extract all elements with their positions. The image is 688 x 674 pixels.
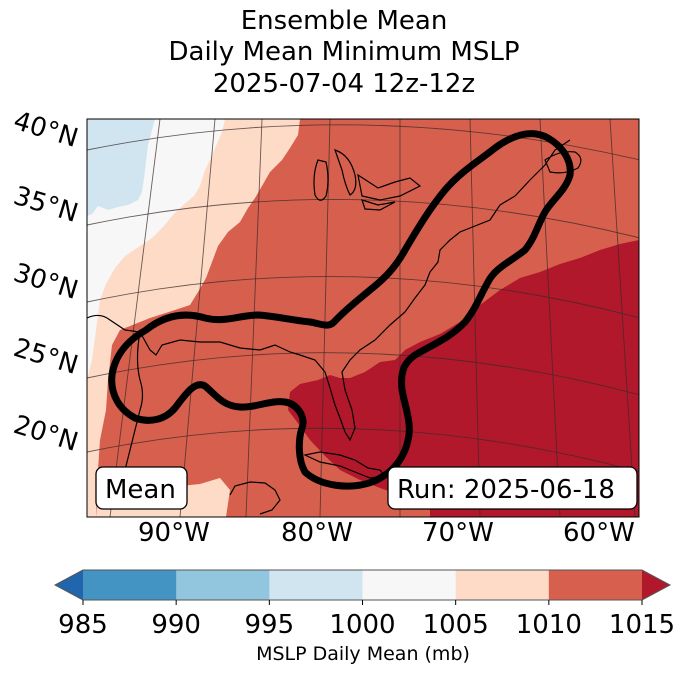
chart-title-line-1: Ensemble Mean [240,6,448,36]
mean-annotation-box: Mean [95,466,188,510]
colorbar: 985 990 995 1000 1005 1010 1015 [53,569,675,640]
lat-label-30: 30°N [10,258,81,306]
lat-label-25: 25°N [10,333,81,381]
run-annotation-text: Run: 2025-06-18 [397,475,615,505]
map-frame [86,118,640,518]
colorbar-tick-label-1015: 1015 [609,610,675,640]
mean-annotation-text: Mean [105,475,176,505]
chart-title-line-3: 2025-07-04 12z-12z [212,69,476,99]
mslp-contour-outline [108,130,574,490]
colorbar-tick-label-985: 985 [58,610,108,640]
lon-label-80w: 80°W [281,518,353,548]
run-annotation-box: Run: 2025-06-18 [387,466,638,510]
field-995-1000 [87,119,155,216]
lon-label-70w: 70°W [422,518,494,548]
chart-title-line-2: Daily Mean Minimum MSLP [168,37,520,67]
colorbar-segment-990-995 [176,570,270,600]
colorbar-segment-1010-1015 [548,570,643,600]
colorbar-tick-label-1000: 1000 [329,610,395,640]
colorbar-tick-label-1010: 1010 [516,610,582,640]
colorbar-extend-under [55,570,83,600]
field-over-1015 [288,240,639,517]
lon-label-90w: 90°W [138,518,210,548]
colorbar-segment-1000-1005 [362,570,457,600]
lon-label-60w: 60°W [563,518,635,548]
lat-label-40: 40°N [10,106,81,154]
colorbar-segment-985-990 [83,570,177,600]
colorbar-label: MSLP Daily Mean (mb) [256,643,470,665]
colorbar-segment-995-1000 [269,570,363,600]
lat-label-35: 35°N [10,181,81,229]
colorbar-tick-label-990: 990 [151,610,201,640]
map-panel [87,119,639,517]
colorbar-tick-label-995: 995 [245,610,295,640]
colorbar-extend-over [642,570,670,600]
latitude-gridlines [87,124,639,473]
colorbar-segment-1005-1010 [455,570,550,600]
colorbar-tick-label-1005: 1005 [423,610,489,640]
lat-label-20: 20°N [10,410,81,458]
